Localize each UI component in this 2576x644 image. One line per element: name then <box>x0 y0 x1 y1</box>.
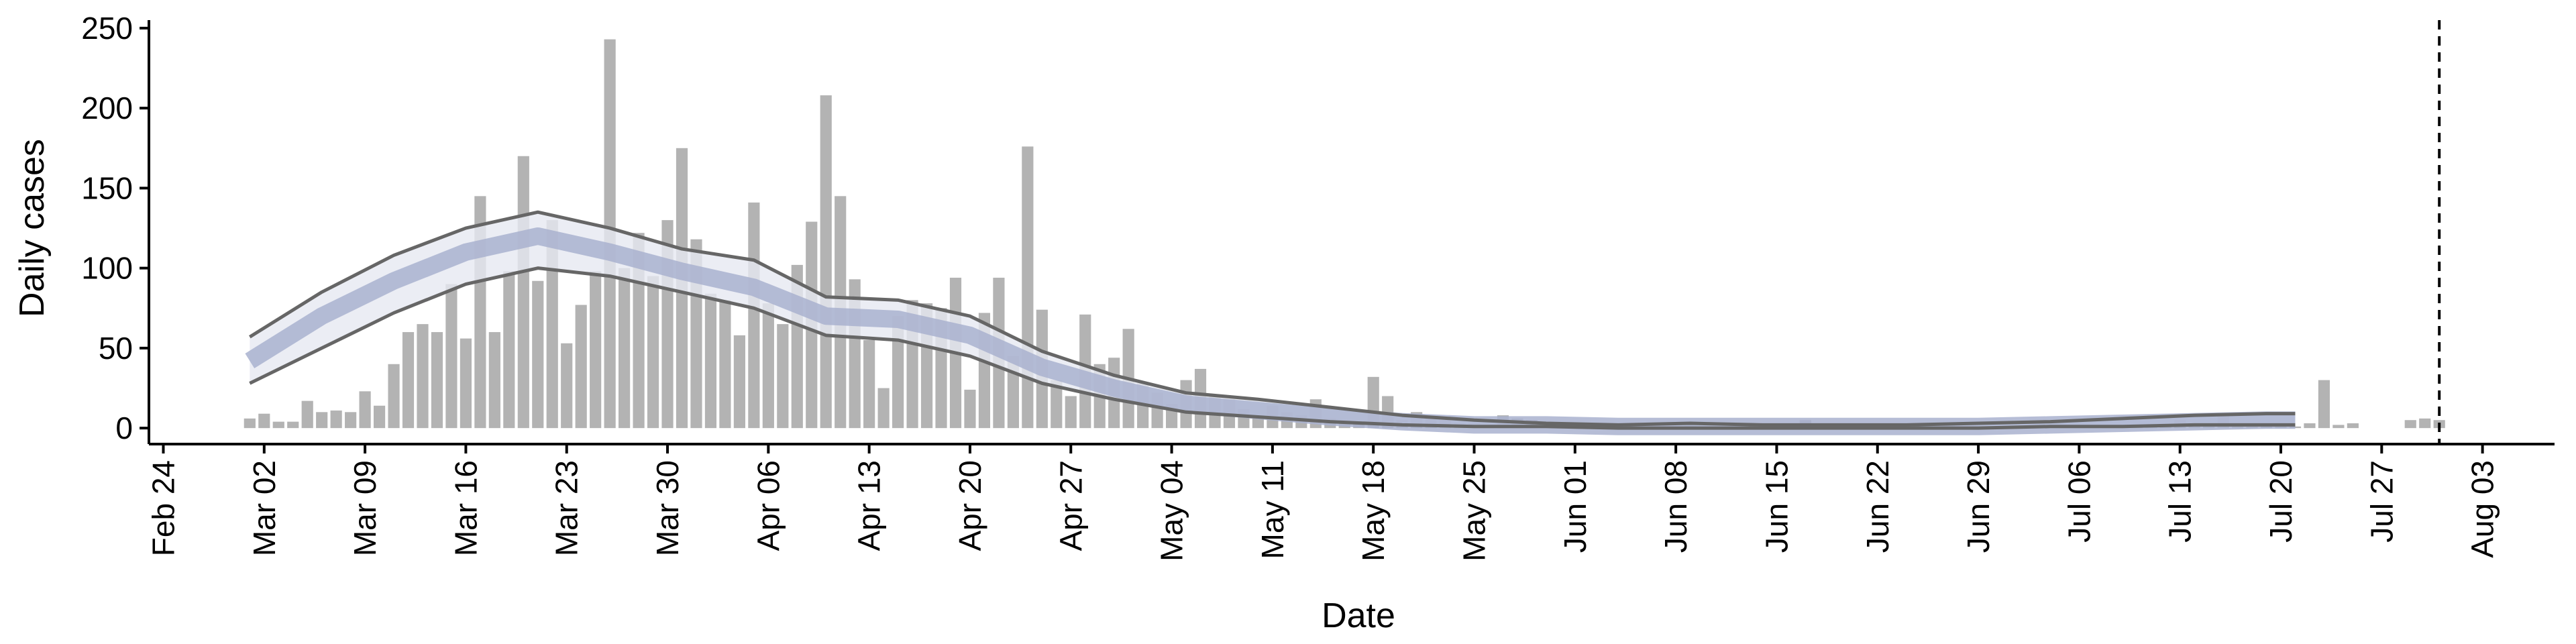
bar <box>1065 396 1077 429</box>
bar <box>561 343 573 429</box>
bar <box>575 305 587 429</box>
bar <box>863 339 875 429</box>
x-tick-label: May 18 <box>1356 460 1391 561</box>
y-tick-label: 0 <box>115 411 133 445</box>
bar <box>503 271 515 429</box>
bar <box>373 405 386 429</box>
bar <box>892 316 904 429</box>
bar <box>388 364 400 429</box>
x-tick-label: Mar 30 <box>650 460 685 556</box>
bar <box>488 332 500 429</box>
y-tick-label: 250 <box>81 11 133 46</box>
x-tick-label: May 04 <box>1155 460 1189 561</box>
bar <box>546 220 558 429</box>
bar <box>590 271 602 429</box>
bar <box>719 300 731 429</box>
bar <box>316 412 328 429</box>
bar <box>417 324 429 429</box>
x-tick-label: Jul 13 <box>2163 460 2198 543</box>
x-tick-label: Jul 27 <box>2364 460 2399 543</box>
bar <box>748 202 760 429</box>
bar <box>964 389 976 429</box>
x-tick-label: Aug 03 <box>2465 460 2500 558</box>
bar <box>301 400 313 429</box>
y-tick-label: 100 <box>81 251 133 286</box>
x-tick-label: Apr 27 <box>1053 460 1088 551</box>
bar <box>532 280 544 429</box>
x-tick-label: Jun 15 <box>1759 460 1794 553</box>
upper-line <box>248 210 2296 427</box>
bar <box>272 421 284 429</box>
bar <box>1051 380 1063 429</box>
bar <box>2318 380 2330 429</box>
bar <box>345 412 357 429</box>
x-tick-label: Jun 22 <box>1860 460 1895 553</box>
bar <box>517 156 529 429</box>
bar <box>431 332 443 429</box>
bar <box>460 338 472 429</box>
x-tick-label: Feb 24 <box>146 460 180 556</box>
x-tick-label: Jun 01 <box>1558 460 1593 553</box>
bar <box>777 324 789 429</box>
bar <box>820 95 832 429</box>
x-tick-label: Mar 02 <box>247 460 282 556</box>
bar <box>2419 418 2431 429</box>
x-axis-label: Date <box>1322 596 1395 635</box>
x-tick-label: Apr 20 <box>953 460 987 551</box>
bar <box>359 391 371 429</box>
credible-band <box>250 212 2296 429</box>
bar <box>2332 425 2345 429</box>
bar <box>402 332 415 429</box>
y-tick-label: 200 <box>81 91 133 125</box>
bar <box>2304 423 2316 429</box>
x-tick-label: Mar 09 <box>347 460 382 556</box>
bar <box>445 284 458 429</box>
x-tick-label: Jul 06 <box>2061 460 2096 543</box>
x-tick-label: Jun 08 <box>1658 460 1693 553</box>
bar <box>762 303 774 429</box>
bar <box>647 276 659 429</box>
y-tick-label: 50 <box>99 331 133 366</box>
bar <box>1022 146 1034 429</box>
bar <box>330 410 342 429</box>
bar <box>619 268 631 429</box>
x-tick-label: Jul 20 <box>2263 460 2298 543</box>
bar <box>704 293 717 429</box>
bar <box>258 413 270 429</box>
x-tick-label: Mar 16 <box>448 460 483 556</box>
bar <box>877 388 890 429</box>
x-tick-label: May 25 <box>1457 460 1492 561</box>
x-tick-label: Apr 13 <box>852 460 887 551</box>
bar <box>244 418 256 429</box>
x-tick-label: Mar 23 <box>549 460 584 556</box>
bar <box>733 335 745 429</box>
bar <box>2404 420 2416 429</box>
x-tick-label: Jun 29 <box>1961 460 1996 553</box>
bar <box>2347 423 2359 429</box>
y-tick-label: 150 <box>81 170 133 205</box>
x-tick-label: May 11 <box>1255 460 1290 559</box>
bar <box>287 421 299 429</box>
x-tick-label: Apr 06 <box>751 460 786 551</box>
y-axis-label: Daily cases <box>13 139 52 317</box>
lower-line <box>249 266 2296 430</box>
